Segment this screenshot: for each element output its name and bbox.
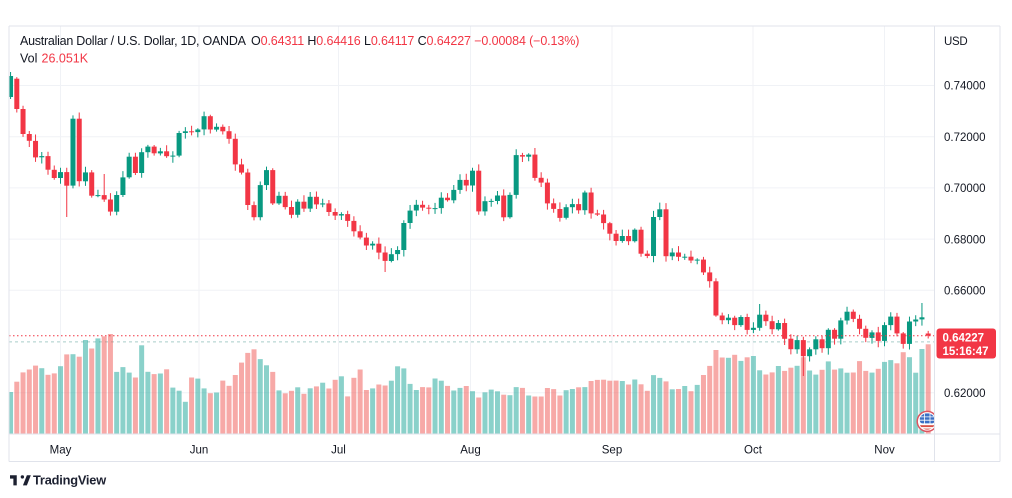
svg-text:Australian Dollar / U.S. Dolla: Australian Dollar / U.S. Dollar, 1D, OAN… xyxy=(20,34,247,48)
svg-text:Oct: Oct xyxy=(744,445,763,457)
svg-text:O0.64311 H0.64416 L0.64117 C0.: O0.64311 H0.64416 L0.64117 C0.64227 −0.0… xyxy=(251,34,579,48)
svg-text:May: May xyxy=(50,445,72,457)
svg-text:Vol: Vol xyxy=(20,52,37,66)
svg-text:0.64227: 0.64227 xyxy=(943,333,985,345)
svg-text:TradingView: TradingView xyxy=(33,473,106,488)
svg-text:Jun: Jun xyxy=(190,445,209,457)
svg-text:0.74000: 0.74000 xyxy=(944,81,986,93)
svg-text:Sep: Sep xyxy=(602,445,622,457)
svg-text:26.051K: 26.051K xyxy=(42,52,89,66)
svg-text:Jul: Jul xyxy=(331,445,346,457)
svg-text:USD: USD xyxy=(944,36,967,48)
svg-text:Nov: Nov xyxy=(874,445,895,457)
svg-text:0.70000: 0.70000 xyxy=(944,183,986,195)
svg-text:0.68000: 0.68000 xyxy=(944,234,986,246)
svg-text:0.66000: 0.66000 xyxy=(944,286,986,298)
svg-text:0.62000: 0.62000 xyxy=(944,388,986,400)
svg-text:Aug: Aug xyxy=(460,445,480,457)
svg-text:0.72000: 0.72000 xyxy=(944,132,986,144)
svg-text:15:16:47: 15:16:47 xyxy=(943,346,989,358)
